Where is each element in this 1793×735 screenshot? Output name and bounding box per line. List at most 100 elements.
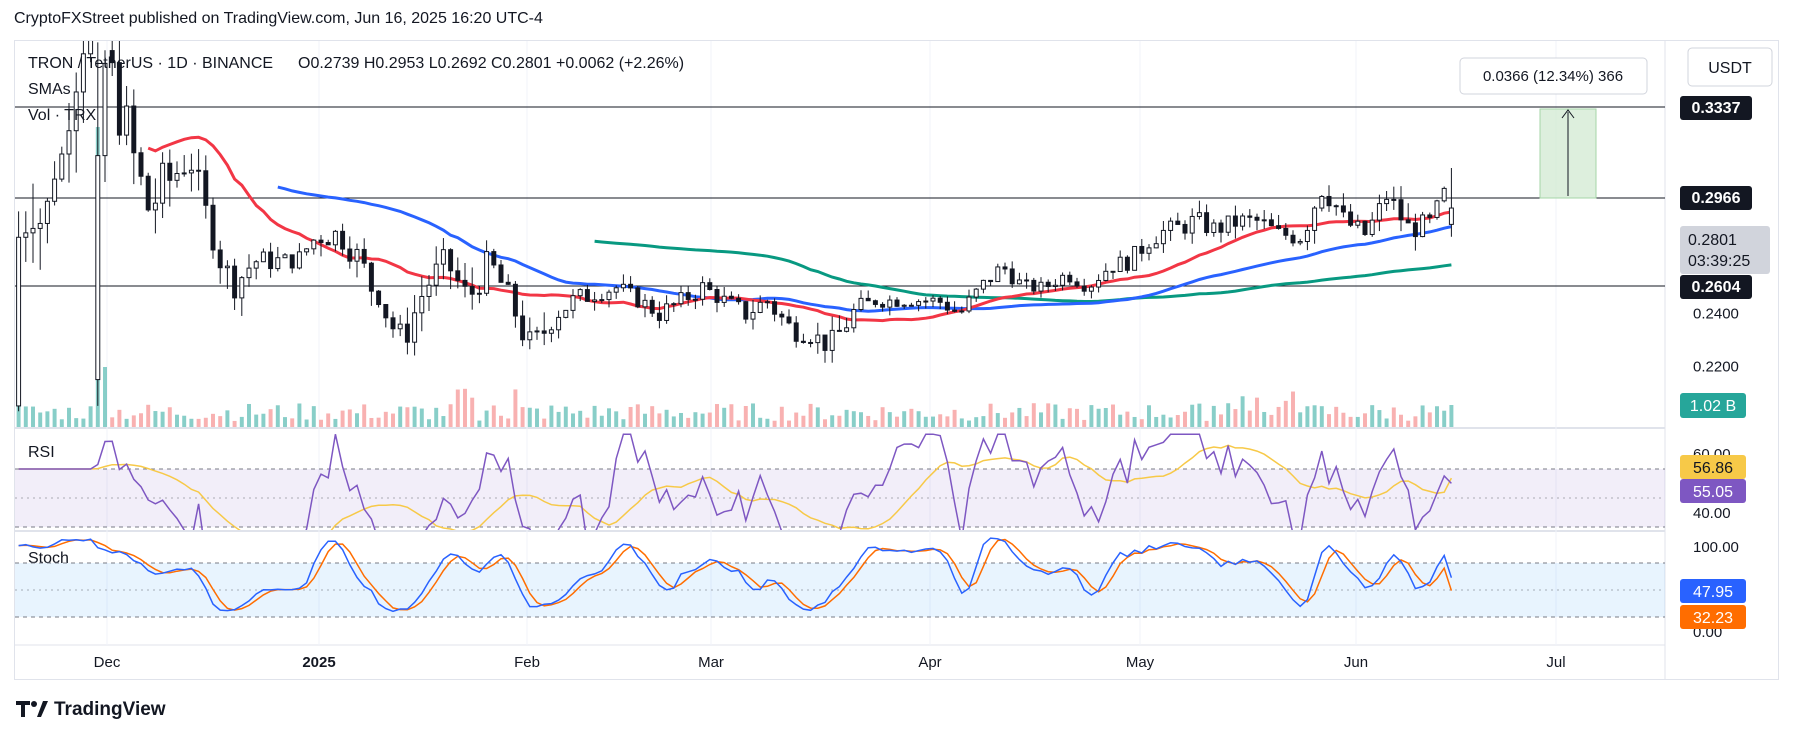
candle-body[interactable] [505, 281, 511, 285]
candle-body[interactable] [412, 312, 418, 343]
candle-body[interactable] [368, 262, 374, 292]
candle-body[interactable] [534, 330, 540, 333]
candle-body[interactable] [289, 254, 295, 269]
candle-body[interactable] [757, 301, 763, 313]
candle-body[interactable] [462, 279, 468, 287]
candle-body[interactable] [858, 297, 864, 311]
candle-body[interactable] [167, 162, 173, 181]
candle-body[interactable] [851, 309, 857, 329]
candle-body[interactable] [1110, 270, 1116, 273]
volume-badge[interactable]: 1.02 B [1680, 393, 1746, 418]
candle-body[interactable] [1211, 222, 1217, 233]
last-price-badge[interactable]: 0.2801 03:39:25 [1680, 226, 1770, 274]
candle-body[interactable] [498, 264, 504, 283]
candle-body[interactable] [1304, 229, 1310, 243]
candle-body[interactable] [887, 299, 893, 308]
candle-body[interactable] [484, 251, 490, 294]
chart-legend[interactable]: TRON / TetherUS · 1D · BINANCE O0.2739 H… [28, 55, 684, 567]
candle-body[interactable] [577, 289, 583, 297]
level-badge-high[interactable]: 0.3337 [1680, 96, 1752, 120]
candle-body[interactable] [1045, 281, 1051, 287]
candle-body[interactable] [1362, 220, 1368, 235]
candle-body[interactable] [131, 105, 137, 154]
candle-body[interactable] [1168, 220, 1174, 231]
candle-body[interactable] [1196, 212, 1202, 217]
candle-body[interactable] [930, 297, 936, 302]
candle-body[interactable] [836, 329, 842, 332]
candle-body[interactable] [1319, 195, 1325, 209]
candle-body[interactable] [1232, 215, 1238, 227]
rsi-ma-line[interactable] [18, 444, 1453, 552]
candle-body[interactable] [109, 50, 115, 64]
sma-green-line[interactable] [594, 239, 1452, 303]
candle-body[interactable] [1016, 279, 1022, 285]
candle-body[interactable] [1124, 256, 1130, 271]
candle-body[interactable] [440, 249, 446, 265]
candle-body[interactable] [1240, 215, 1246, 227]
candle-body[interactable] [1405, 219, 1411, 224]
candle-body[interactable] [1355, 220, 1361, 226]
candle-body[interactable] [1218, 222, 1224, 233]
candle-body[interactable] [1448, 207, 1454, 225]
candle-body[interactable] [844, 327, 850, 332]
candle-body[interactable] [73, 91, 79, 132]
candle-body[interactable] [671, 303, 677, 306]
legend-rsi[interactable]: RSI [28, 444, 55, 461]
candle-body[interactable] [404, 323, 410, 343]
candle-body[interactable] [1060, 274, 1066, 286]
candle-body[interactable] [736, 297, 742, 303]
candle-body[interactable] [1074, 281, 1080, 287]
candle-body[interactable] [318, 239, 324, 244]
candle-body[interactable] [1427, 214, 1433, 218]
candle-body[interactable] [23, 232, 29, 238]
candle-body[interactable] [347, 248, 353, 262]
candle-body[interactable] [95, 155, 101, 381]
candle-body[interactable] [44, 200, 50, 224]
candle-body[interactable] [714, 288, 720, 303]
candle-body[interactable] [1002, 266, 1008, 270]
candle-body[interactable] [1340, 205, 1346, 213]
candle-body[interactable] [1067, 274, 1073, 283]
candle-body[interactable] [1434, 200, 1440, 218]
candle-body[interactable] [563, 309, 569, 318]
candle-body[interactable] [649, 299, 655, 314]
level-badge-mid[interactable]: 0.2966 [1680, 186, 1752, 210]
candle-body[interactable] [541, 330, 547, 334]
candle-body[interactable] [1283, 227, 1289, 236]
candle-body[interactable] [390, 317, 396, 330]
candle-body[interactable] [1096, 279, 1102, 288]
stoch-d-badge[interactable]: 32.23 [1680, 605, 1746, 629]
candle-body[interactable] [1038, 281, 1044, 292]
candle-body[interactable] [1117, 256, 1123, 273]
candle-body[interactable] [203, 170, 209, 206]
candle-body[interactable] [599, 299, 605, 302]
candle-body[interactable] [548, 329, 554, 334]
candle-body[interactable] [311, 239, 317, 250]
candle-body[interactable] [419, 295, 425, 314]
candle-body[interactable] [296, 251, 302, 269]
rsi-ma-badge[interactable]: 56.86 [1680, 455, 1746, 479]
sma-blue-line[interactable] [277, 185, 1452, 313]
candle-body[interactable] [268, 251, 274, 270]
candle-body[interactable] [894, 299, 900, 307]
sma-red-line[interactable] [147, 135, 1452, 323]
candle-body[interactable] [1420, 214, 1426, 238]
candle-body[interactable] [1441, 187, 1447, 202]
candle-body[interactable] [1412, 222, 1418, 238]
candle-body[interactable] [160, 162, 166, 204]
candle-body[interactable] [872, 300, 878, 305]
candle-body[interactable] [1088, 286, 1094, 292]
candle-body[interactable] [1333, 205, 1339, 208]
candle-body[interactable] [520, 315, 526, 341]
candle-body[interactable] [491, 251, 497, 266]
horizontal-levels[interactable] [15, 106, 1665, 287]
candle-body[interactable] [1398, 199, 1404, 221]
candle-body[interactable] [304, 248, 310, 253]
candle-body[interactable] [116, 62, 122, 136]
candle-body[interactable] [642, 299, 648, 308]
candle-body[interactable] [1182, 223, 1188, 234]
candle-body[interactable] [102, 62, 108, 157]
candle-body[interactable] [1276, 225, 1282, 229]
rsi-badge[interactable]: 55.05 [1680, 479, 1746, 503]
candle-body[interactable] [1225, 215, 1231, 233]
